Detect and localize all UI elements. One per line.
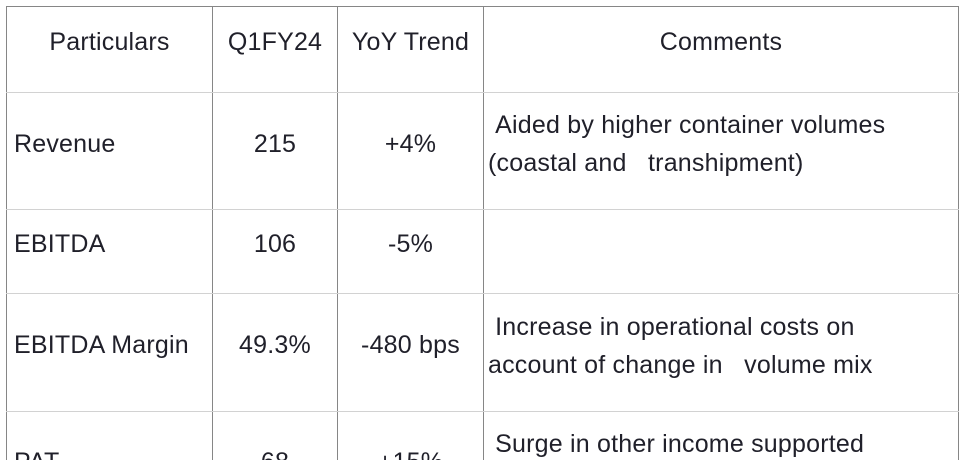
revenue-q1fy24-value: 215 (212, 92, 338, 210)
ebitda-margin-yoy-trend: -480 bps (337, 293, 484, 412)
table-row-ebitda: EBITDA 106 -5% (6, 209, 959, 294)
quarterly-results-table: Particulars Q1FY24 YoY Trend Comments Re… (6, 6, 959, 460)
ebitda-q1fy24-value: 106 (212, 209, 338, 294)
ebitda-comment (483, 209, 959, 294)
revenue-label: Revenue (6, 92, 213, 210)
ebitda-margin-label: EBITDA Margin (6, 293, 213, 412)
ebitda-margin-q1fy24-value: 49.3% (212, 293, 338, 412)
ebitda-yoy-trend: -5% (337, 209, 484, 294)
table-row-ebitda-margin: EBITDA Margin 49.3% -480 bps Increase in… (6, 293, 959, 412)
pat-label: PAT (6, 411, 213, 460)
table-row-pat: PAT 68 +15% Surge in other income suppor… (6, 411, 959, 460)
ebitda-margin-comment: Increase in operational costs on account… (483, 293, 959, 412)
header-particulars: Particulars (6, 6, 213, 93)
header-comments: Comments (483, 6, 959, 93)
table-row-revenue: Revenue 215 +4% Aided by higher containe… (6, 92, 959, 210)
revenue-yoy-trend: +4% (337, 92, 484, 210)
table-header-row: Particulars Q1FY24 YoY Trend Comments (6, 6, 959, 93)
pat-yoy-trend: +15% (337, 411, 484, 460)
pat-comment: Surge in other income supported profits (483, 411, 959, 460)
pat-q1fy24-value: 68 (212, 411, 338, 460)
revenue-comment: Aided by higher container volumes (coast… (483, 92, 959, 210)
header-yoy-trend: YoY Trend (337, 6, 484, 93)
header-q1fy24: Q1FY24 (212, 6, 338, 93)
ebitda-label: EBITDA (6, 209, 213, 294)
